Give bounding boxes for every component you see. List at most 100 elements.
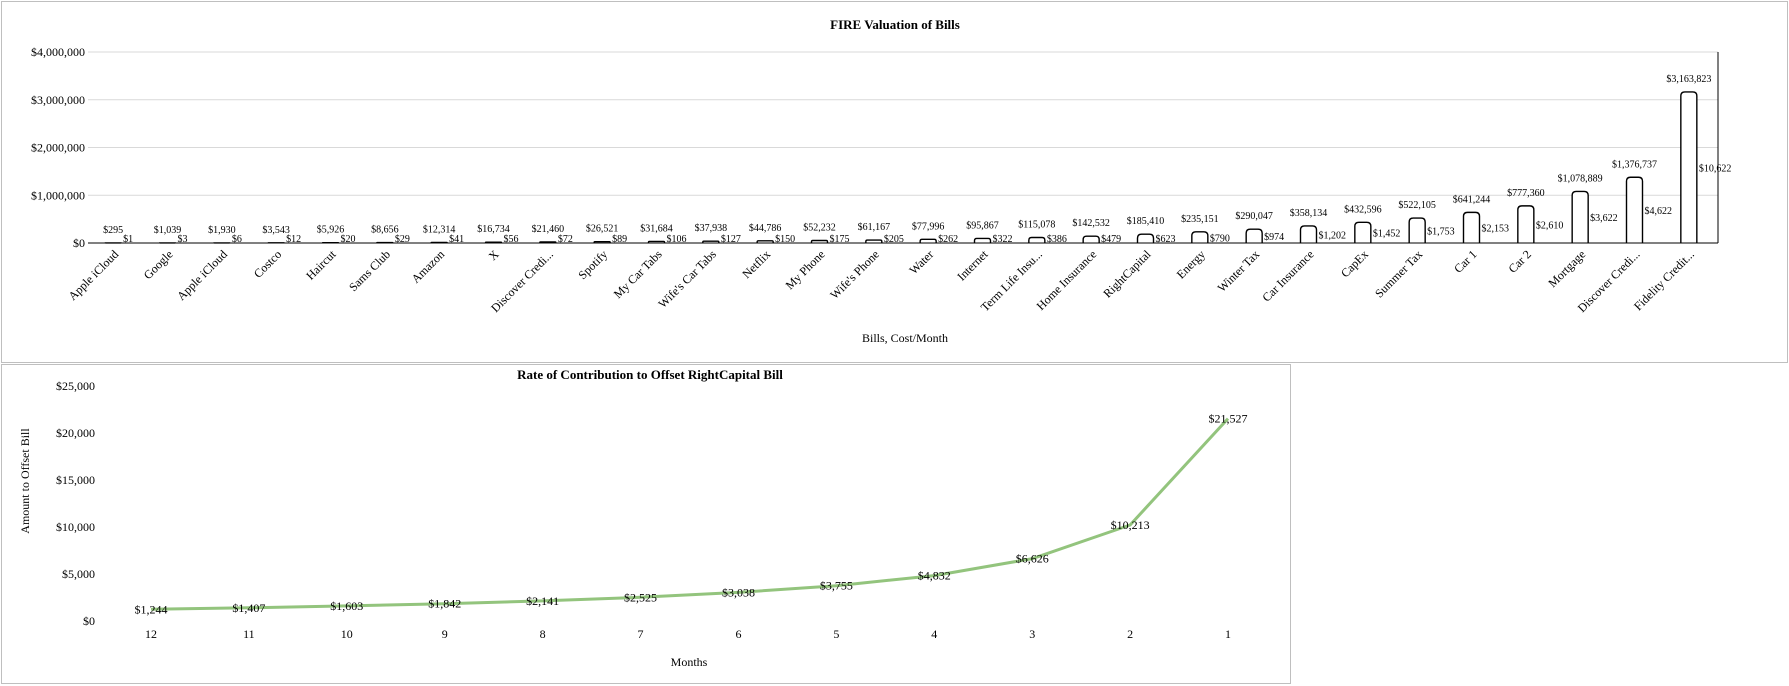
bar xyxy=(1571,190,1589,243)
x-tick-label: 3 xyxy=(1029,627,1035,641)
data-label: $2,141 xyxy=(526,594,559,608)
data-label: $1,603 xyxy=(330,599,363,613)
x-axis-title: Bills, Cost/Month xyxy=(862,331,948,345)
bar xyxy=(1408,217,1426,243)
bar xyxy=(1028,236,1046,243)
bar xyxy=(1299,225,1318,243)
data-label: $29 xyxy=(395,234,410,245)
x-tick-label: Wife's Car Tabs xyxy=(655,247,719,311)
data-label: $386 xyxy=(1047,234,1067,245)
data-label: $479 xyxy=(1101,234,1121,245)
x-tick-label: Sams Club xyxy=(346,247,393,294)
bar xyxy=(973,237,992,243)
data-label: $3,163,823 xyxy=(1666,74,1711,85)
data-label: $16,734 xyxy=(477,224,510,235)
data-label: $1,202 xyxy=(1319,230,1347,241)
data-label: $235,151 xyxy=(1181,214,1219,225)
bar xyxy=(865,239,883,243)
x-tick-label: RightCapital xyxy=(1100,247,1154,301)
data-label: $150 xyxy=(775,234,795,245)
data-label: $72 xyxy=(558,234,573,245)
x-tick-label: X xyxy=(486,247,502,263)
x-tick-label: Mortgage xyxy=(1545,247,1588,290)
bar xyxy=(810,239,829,243)
x-tick-label: Car Insurance xyxy=(1259,247,1316,304)
x-tick-label: Car 2 xyxy=(1505,247,1534,276)
x-tick-label: Netflix xyxy=(739,247,773,281)
y-tick-label: $25,000 xyxy=(56,379,95,393)
x-axis-title: Months xyxy=(671,655,708,669)
x-tick-label: 2 xyxy=(1127,627,1133,641)
y-tick-label: $0 xyxy=(73,236,85,250)
x-tick-label: 9 xyxy=(442,627,448,641)
x-tick-label: Spotify xyxy=(575,247,610,282)
data-label: $175 xyxy=(830,234,850,245)
x-tick-label: Amazon xyxy=(409,247,448,286)
y-tick-label: $1,000,000 xyxy=(31,188,85,202)
data-label: $1,753 xyxy=(1427,227,1455,238)
data-label: $295 xyxy=(103,225,123,236)
x-tick-label: Car 1 xyxy=(1451,247,1480,276)
x-tick-label: Energy xyxy=(1174,247,1208,281)
bar xyxy=(1680,91,1698,243)
data-label: $290,047 xyxy=(1235,211,1273,222)
data-label: $127 xyxy=(721,234,741,245)
chart-title: FIRE Valuation of Bills xyxy=(830,17,960,32)
x-tick-label: Summer Tax xyxy=(1372,247,1425,300)
data-label: $185,410 xyxy=(1127,216,1165,227)
data-label: $12,314 xyxy=(423,224,456,235)
data-label: $790 xyxy=(1210,233,1230,244)
data-label: $1,039 xyxy=(154,225,182,236)
y-tick-label: $4,000,000 xyxy=(31,45,85,59)
y-tick-label: $10,000 xyxy=(56,520,95,534)
data-label: $1,842 xyxy=(428,597,461,611)
data-label: $12 xyxy=(286,234,301,245)
data-label: $623 xyxy=(1156,234,1176,245)
bar xyxy=(1625,176,1644,243)
x-tick-label: Google xyxy=(141,247,176,282)
contribution-rate-chart: Rate of Contribution to Offset RightCapi… xyxy=(18,367,1248,669)
data-label: $44,786 xyxy=(749,223,782,234)
data-label: $142,532 xyxy=(1072,218,1110,229)
data-label: $777,360 xyxy=(1507,188,1545,199)
data-label: $3,543 xyxy=(262,225,290,236)
bar xyxy=(1136,233,1155,243)
data-label: $3,038 xyxy=(722,585,755,599)
data-label: $1,244 xyxy=(134,602,167,616)
x-tick-label: Internet xyxy=(954,247,991,284)
data-label: $56 xyxy=(504,234,519,245)
x-tick-label: 8 xyxy=(540,627,546,641)
x-tick-label: 7 xyxy=(638,627,644,641)
data-label: $21,527 xyxy=(1209,412,1248,426)
bar xyxy=(1082,235,1100,243)
fire-valuation-chart-panel: FIRE Valuation of Bills $0 $1,000,000 $2,0… xyxy=(1,1,1788,363)
data-label: $5,926 xyxy=(317,225,345,236)
data-label: $4,622 xyxy=(1645,206,1673,217)
y-axis-title: Amount to Offset Bill xyxy=(18,428,32,534)
x-tick-label: Wife's Phone xyxy=(827,247,882,302)
data-label: $1 xyxy=(123,234,133,245)
chart-title: Rate of Contribution to Offset RightCapi… xyxy=(517,367,783,382)
x-tick-label: My Car Tabs xyxy=(611,247,665,301)
data-label: $77,996 xyxy=(912,221,945,232)
y-tick-label: $0 xyxy=(83,614,95,628)
data-label: $2,610 xyxy=(1536,220,1564,231)
data-label: $1,078,889 xyxy=(1558,173,1603,184)
bar xyxy=(756,240,774,243)
data-label: $322 xyxy=(993,234,1013,245)
data-label: $4,832 xyxy=(918,569,951,583)
data-label: $1,376,737 xyxy=(1612,159,1657,170)
data-label: $1,407 xyxy=(232,601,265,615)
y-tick-label: $15,000 xyxy=(56,473,95,487)
x-tick-label: 4 xyxy=(931,627,937,641)
data-label: $432,596 xyxy=(1344,204,1382,215)
data-label: $61,167 xyxy=(858,222,891,233)
bar xyxy=(1245,228,1263,243)
data-label: $20 xyxy=(341,234,356,245)
x-tick-label: 10 xyxy=(341,627,353,641)
bar xyxy=(1354,221,1372,243)
data-label: $2,525 xyxy=(624,590,657,604)
data-label: $26,521 xyxy=(586,224,619,235)
data-label: $37,938 xyxy=(695,223,728,234)
y-tick-label: $20,000 xyxy=(56,426,95,440)
